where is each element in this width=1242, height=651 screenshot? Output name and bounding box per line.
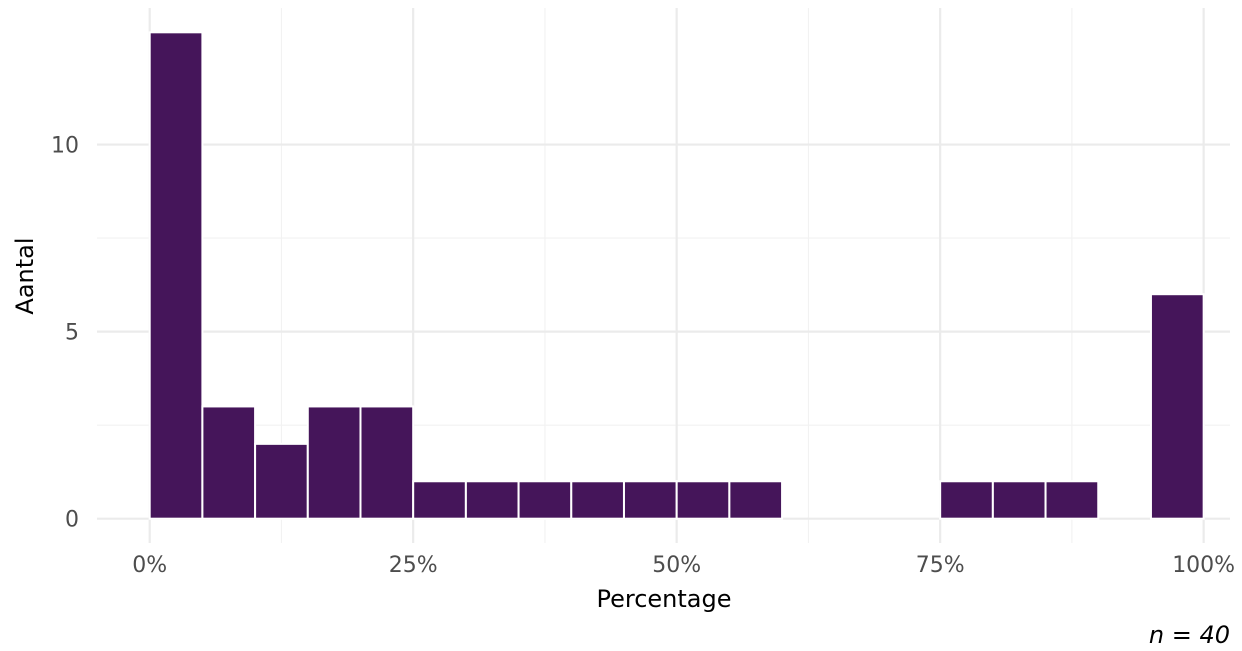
histogram-bar bbox=[254, 442, 309, 520]
histogram-bar bbox=[728, 480, 784, 520]
y-tick-label: 5 bbox=[65, 321, 79, 346]
histogram-bar bbox=[939, 480, 994, 520]
y-tick-label: 10 bbox=[51, 134, 79, 159]
histogram-bar bbox=[412, 480, 467, 520]
histogram-bar bbox=[622, 480, 678, 520]
bars bbox=[148, 31, 1205, 520]
histogram-bar bbox=[201, 405, 257, 520]
histogram-bar bbox=[1149, 293, 1205, 520]
histogram-bar bbox=[464, 480, 520, 520]
x-axis-title: Percentage bbox=[596, 585, 731, 613]
histogram-bar bbox=[675, 480, 731, 520]
histogram-bar bbox=[306, 405, 362, 520]
histogram-bar bbox=[359, 405, 415, 520]
x-tick-label: 100% bbox=[1172, 553, 1235, 578]
x-tick-label: 25% bbox=[389, 553, 438, 578]
x-tick-labels: 0% 25% 50% 75% 100% bbox=[132, 553, 1235, 578]
y-axis-title: Aantal bbox=[11, 237, 39, 314]
x-tick-label: 75% bbox=[916, 553, 965, 578]
y-tick-labels: 0 5 10 bbox=[51, 134, 79, 533]
histogram-bar bbox=[991, 480, 1047, 520]
histogram-bar bbox=[148, 31, 204, 520]
x-tick-label: 0% bbox=[132, 553, 167, 578]
histogram-bar bbox=[1044, 480, 1100, 520]
sample-size-caption: n = 40 bbox=[1149, 621, 1230, 649]
x-tick-label: 50% bbox=[652, 553, 701, 578]
histogram-bar bbox=[517, 480, 573, 520]
histogram-bar bbox=[570, 480, 625, 520]
y-tick-label: 0 bbox=[65, 508, 79, 533]
